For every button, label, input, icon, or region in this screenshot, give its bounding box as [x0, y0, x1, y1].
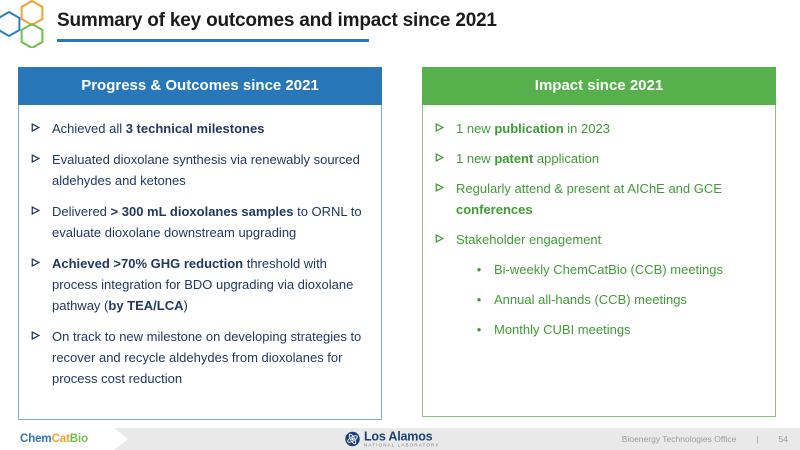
impact-panel-body: 1 new publication in 2023 1 new patent ap… — [422, 105, 776, 417]
bullet-item: Achieved >70% GHG reduction threshold wi… — [27, 253, 373, 316]
chemcatbio-logo: Chem Cat Bio — [0, 428, 128, 450]
los-alamos-atom-icon — [345, 431, 360, 447]
bullet-item: Regularly attend & present at AIChE and … — [431, 178, 767, 220]
bullet-text: Achieved all 3 technical milestones — [52, 121, 265, 136]
title-underline — [57, 39, 369, 42]
bullet-text: Delivered > 300 mL dioxolanes samples to… — [52, 204, 362, 240]
bullet-item: 1 new patent application — [431, 148, 767, 169]
arrow-bullet-icon — [27, 149, 43, 191]
los-alamos-name: Los Alamos — [364, 429, 433, 444]
impact-panel: Impact since 2021 1 new publication in 2… — [422, 67, 776, 417]
arrow-bullet-icon — [27, 253, 43, 316]
arrow-bullet-icon — [27, 118, 43, 139]
dot-bullet-icon: • — [476, 262, 482, 277]
bullet-item: Delivered > 300 mL dioxolanes samples to… — [27, 201, 373, 243]
bullet-text: Regularly attend & present at AIChE and … — [456, 181, 722, 217]
arrow-bullet-icon — [431, 118, 447, 139]
chemcatbio-logo-cat: Cat — [51, 433, 70, 445]
footer-divider: | — [756, 434, 759, 444]
arrow-bullet-icon — [431, 178, 447, 220]
dot-bullet-icon: • — [476, 322, 482, 337]
bullet-item: Evaluated dioxolane synthesis via renewa… — [27, 149, 373, 191]
bullet-item: 1 new publication in 2023 — [431, 118, 767, 139]
page-number: 54 — [778, 434, 788, 444]
sub-bullet-text: Annual all-hands (CCB) meetings — [494, 292, 687, 307]
sub-bullet-item: • Annual all-hands (CCB) meetings — [473, 289, 767, 310]
sub-bullet-text: Monthly CUBI meetings — [494, 322, 631, 337]
bullet-text: 1 new patent application — [456, 151, 600, 166]
progress-outcomes-panel: Progress & Outcomes since 2021 Achieved … — [18, 67, 382, 420]
hexagon-logo-icon — [0, 0, 44, 48]
progress-panel-body: Achieved all 3 technical milestones Evalu… — [18, 105, 382, 420]
sub-bullet-item: • Monthly CUBI meetings — [473, 319, 767, 340]
bullet-text: On track to new milestone on developing … — [52, 329, 362, 386]
bullet-text: Stakeholder engagement — [456, 232, 602, 247]
arrow-bullet-icon — [431, 229, 447, 250]
bullet-item: Achieved all 3 technical milestones — [27, 118, 373, 139]
arrow-bullet-icon — [431, 148, 447, 169]
footer-bar: Chem Cat Bio Los Alamos NATIONAL LABORATOR… — [0, 428, 800, 450]
los-alamos-subtitle: NATIONAL LABORATORY — [364, 442, 440, 448]
chemcatbio-logo-bio: Bio — [69, 433, 89, 445]
arrow-bullet-icon — [27, 326, 43, 389]
impact-panel-header: Impact since 2021 — [422, 67, 776, 105]
page-title: Summary of key outcomes and impact since… — [57, 10, 497, 31]
sub-bullet-text: Bi-weekly ChemCatBio (CCB) meetings — [494, 262, 724, 277]
sub-bullet-item: • Bi-weekly ChemCatBio (CCB) meetings — [473, 259, 767, 280]
progress-panel-header: Progress & Outcomes since 2021 — [18, 67, 382, 105]
footer-office-label: Bioenergy Technologies Office — [621, 434, 737, 444]
chemcatbio-logo-chem: Chem — [20, 433, 52, 445]
bullet-item: On track to new milestone on developing … — [27, 326, 373, 389]
bullet-text: Achieved >70% GHG reduction threshold wi… — [52, 256, 354, 313]
bullet-item: Stakeholder engagement — [431, 229, 767, 250]
los-alamos-logo: Los Alamos NATIONAL LABORATORY — [345, 429, 440, 448]
dot-bullet-icon: • — [476, 292, 482, 307]
bullet-text: 1 new publication in 2023 — [456, 121, 610, 136]
arrow-bullet-icon — [27, 201, 43, 243]
bullet-text: Evaluated dioxolane synthesis via renewa… — [52, 152, 360, 188]
